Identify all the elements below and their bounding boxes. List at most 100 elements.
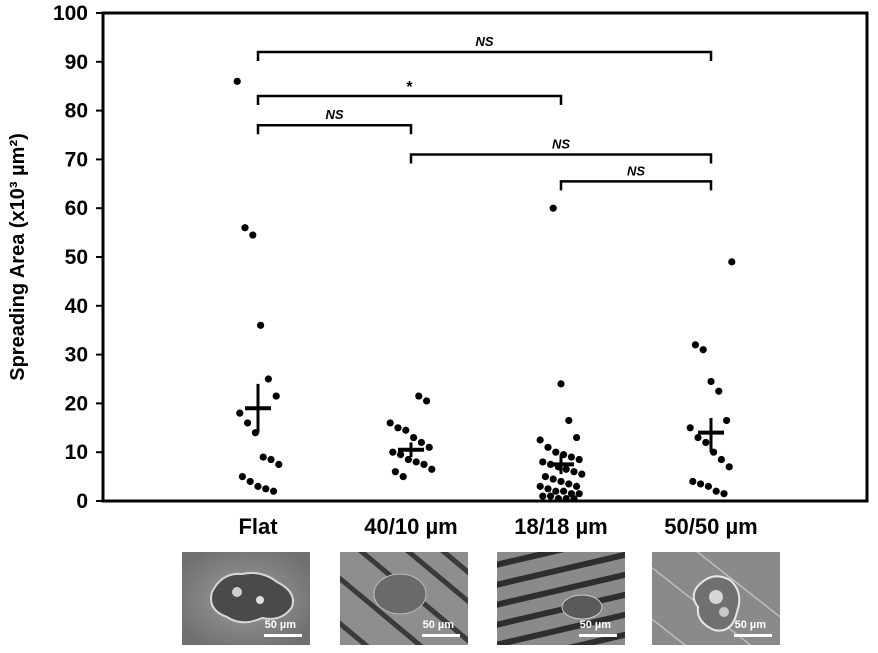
data-point bbox=[552, 448, 560, 456]
data-point bbox=[725, 463, 733, 471]
y-axis: 0 10 20 30 40 50 60 70 80 90 100 bbox=[53, 2, 103, 513]
data-point bbox=[699, 346, 707, 354]
data-point bbox=[715, 387, 723, 395]
data-point bbox=[573, 433, 581, 442]
data-point bbox=[262, 485, 270, 493]
significance-bracket bbox=[256, 50, 713, 62]
data-point bbox=[570, 468, 578, 476]
y-tick-label: 40 bbox=[65, 295, 88, 318]
data-point bbox=[573, 482, 581, 490]
data-point bbox=[575, 455, 583, 464]
cell-shape bbox=[373, 573, 427, 615]
data-point bbox=[536, 436, 544, 444]
data-point bbox=[404, 455, 412, 464]
data-point bbox=[544, 443, 552, 451]
sem-image-flat: 50 µm bbox=[182, 552, 310, 645]
y-tick-label: 80 bbox=[65, 100, 88, 123]
data-point bbox=[570, 494, 578, 503]
data-point bbox=[257, 321, 265, 329]
data-point bbox=[412, 458, 420, 466]
data-point bbox=[264, 375, 272, 383]
data-point bbox=[694, 433, 702, 442]
data-point bbox=[259, 453, 267, 461]
data-point bbox=[723, 416, 731, 425]
data-point bbox=[554, 494, 563, 503]
significance-label: NS bbox=[475, 34, 493, 49]
data-point bbox=[391, 468, 399, 476]
data-point bbox=[249, 231, 257, 239]
data-point bbox=[720, 490, 728, 498]
y-tick-label: 70 bbox=[65, 148, 88, 171]
sem-image-40-10: 50 µm bbox=[340, 552, 468, 645]
sem-flat-texture bbox=[182, 552, 310, 645]
spreading-area-chart: 0 10 20 30 40 50 60 70 80 90 100 Spreading Area (x… bbox=[7, 2, 869, 539]
mean-markers bbox=[245, 383, 724, 475]
x-category-label: 40/10 µm bbox=[364, 514, 457, 539]
significance-label: * bbox=[406, 79, 413, 96]
y-tick-label: 90 bbox=[65, 51, 88, 74]
y-tick-label: 0 bbox=[76, 490, 88, 513]
data-point bbox=[246, 477, 254, 486]
data-point bbox=[420, 460, 428, 468]
data-point bbox=[270, 487, 278, 495]
data-point bbox=[397, 451, 405, 459]
data-point bbox=[562, 465, 570, 473]
scale-bar bbox=[734, 634, 772, 637]
cell-shape bbox=[561, 594, 603, 620]
data-point bbox=[386, 419, 394, 427]
significance-bracket bbox=[256, 94, 563, 105]
data-point bbox=[557, 477, 565, 486]
scale-bar bbox=[264, 634, 302, 637]
y-tick-label: 50 bbox=[65, 246, 88, 269]
data-point bbox=[697, 480, 705, 488]
data-point bbox=[712, 487, 720, 495]
data-points bbox=[233, 77, 736, 503]
sem-50-50-texture bbox=[652, 552, 780, 645]
data-point bbox=[689, 477, 697, 486]
data-point bbox=[541, 473, 550, 481]
data-point bbox=[394, 424, 402, 432]
sem-image-50-50: 50 µm bbox=[652, 552, 780, 645]
data-point bbox=[415, 392, 423, 400]
data-point bbox=[560, 487, 568, 495]
scale-bar bbox=[579, 634, 617, 637]
data-point bbox=[544, 485, 552, 493]
data-point bbox=[686, 424, 694, 432]
data-point bbox=[549, 204, 557, 212]
data-point bbox=[562, 494, 570, 503]
sem-image-18-18: 50 µm bbox=[497, 552, 625, 645]
data-point bbox=[241, 224, 249, 232]
data-point bbox=[410, 433, 418, 442]
scale-bar-label: 50 µm bbox=[734, 619, 766, 631]
y-tick-label: 10 bbox=[65, 441, 88, 464]
significance-bracket bbox=[559, 180, 713, 191]
data-point bbox=[254, 482, 262, 490]
data-point bbox=[425, 443, 433, 451]
data-point bbox=[547, 492, 555, 500]
data-point bbox=[702, 438, 710, 447]
data-point bbox=[267, 455, 275, 464]
y-axis-label: Spreading Area (x10³ µm²) bbox=[7, 133, 29, 381]
y-tick-label: 30 bbox=[65, 344, 88, 367]
data-point bbox=[423, 397, 431, 405]
x-axis-labels: Flat 40/10 µm 18/18 µm 50/50 µm bbox=[238, 514, 757, 539]
data-point bbox=[728, 258, 736, 266]
scale-bar bbox=[422, 634, 460, 637]
data-point bbox=[565, 480, 573, 488]
scale-bar-label: 50 µm bbox=[579, 619, 611, 631]
data-point bbox=[536, 482, 544, 490]
y-tick-label: 20 bbox=[65, 392, 88, 415]
data-point bbox=[557, 380, 565, 388]
data-point bbox=[549, 475, 557, 483]
data-point bbox=[428, 465, 436, 473]
significance-label: NS bbox=[325, 107, 343, 122]
x-category-label: 18/18 µm bbox=[514, 514, 607, 539]
data-point bbox=[539, 458, 547, 466]
plot-frame bbox=[101, 11, 869, 503]
significance-bracket bbox=[409, 153, 713, 164]
data-point bbox=[575, 490, 583, 498]
x-category-label: Flat bbox=[238, 514, 278, 539]
data-point bbox=[707, 377, 715, 386]
scale-bar-label: 50 µm bbox=[422, 619, 454, 631]
cell-shape bbox=[210, 572, 294, 624]
